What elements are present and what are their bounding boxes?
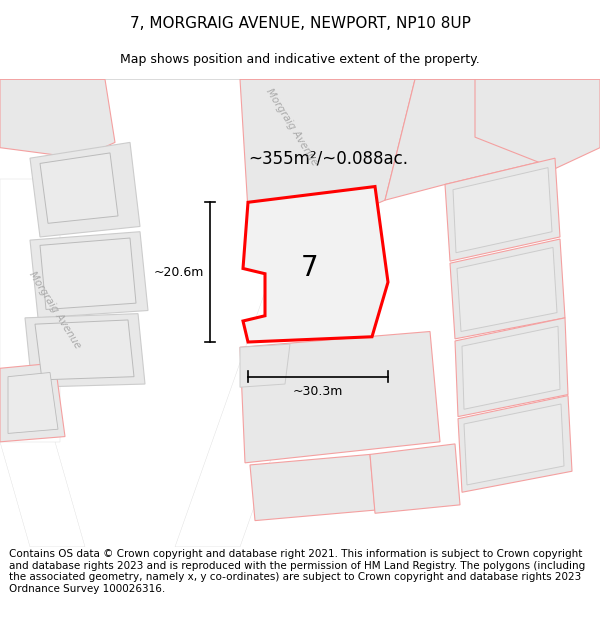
Polygon shape — [40, 238, 136, 309]
Text: 7: 7 — [301, 254, 319, 282]
Polygon shape — [240, 331, 440, 463]
Polygon shape — [0, 363, 65, 442]
Polygon shape — [8, 372, 58, 433]
Polygon shape — [240, 344, 290, 388]
Polygon shape — [462, 326, 560, 409]
Polygon shape — [243, 186, 388, 342]
Polygon shape — [450, 239, 565, 339]
Polygon shape — [385, 79, 565, 200]
Polygon shape — [0, 79, 115, 158]
Polygon shape — [445, 158, 560, 261]
Text: Morgraig Avenue: Morgraig Avenue — [264, 86, 320, 167]
Polygon shape — [240, 79, 415, 237]
Polygon shape — [30, 142, 140, 237]
Polygon shape — [175, 79, 405, 547]
Text: 7, MORGRAIG AVENUE, NEWPORT, NP10 8UP: 7, MORGRAIG AVENUE, NEWPORT, NP10 8UP — [130, 16, 470, 31]
Text: Contains OS data © Crown copyright and database right 2021. This information is : Contains OS data © Crown copyright and d… — [9, 549, 585, 594]
Polygon shape — [457, 248, 557, 331]
Polygon shape — [458, 396, 572, 492]
Polygon shape — [25, 314, 145, 388]
Polygon shape — [475, 79, 600, 169]
Polygon shape — [464, 404, 564, 485]
Polygon shape — [455, 318, 568, 417]
Polygon shape — [35, 320, 134, 380]
Text: ~20.6m: ~20.6m — [154, 266, 204, 279]
Text: ~30.3m: ~30.3m — [293, 385, 343, 398]
Polygon shape — [0, 442, 85, 547]
Polygon shape — [370, 444, 460, 513]
Text: ~355m²/~0.088ac.: ~355m²/~0.088ac. — [248, 149, 408, 167]
Polygon shape — [30, 232, 148, 318]
Polygon shape — [250, 454, 375, 521]
Polygon shape — [0, 179, 60, 442]
Text: Morgraig Avenue: Morgraig Avenue — [27, 270, 83, 351]
Polygon shape — [453, 168, 552, 252]
Polygon shape — [40, 153, 118, 223]
Text: Map shows position and indicative extent of the property.: Map shows position and indicative extent… — [120, 53, 480, 66]
